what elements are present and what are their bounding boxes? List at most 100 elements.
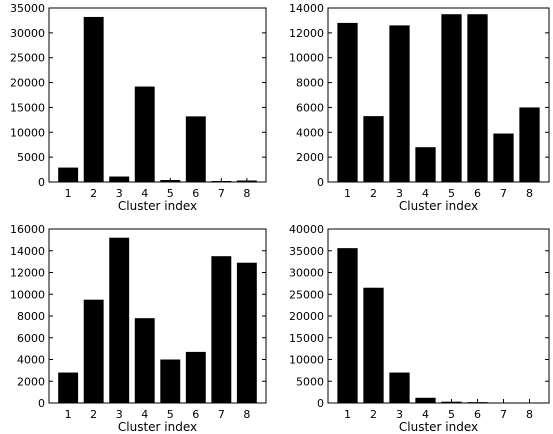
x-tick-label: 4	[141, 187, 148, 200]
bar-cluster-4	[134, 86, 155, 182]
axes-frame	[48, 7, 267, 183]
x-tick-label: 1	[65, 408, 72, 421]
y-tick-label: 8000	[296, 77, 324, 90]
x-tick-label: 5	[167, 408, 174, 421]
x-tick-label: 2	[90, 187, 97, 200]
bar-cluster-7	[211, 256, 232, 403]
y-tick-label: 5000	[17, 151, 45, 164]
chart-panel-4: 0 5000 10000 15000 20000 25000 30000 35000 40000…	[289, 223, 550, 434]
y-tick-label: 20000	[289, 310, 324, 323]
x-tick-label: 3	[116, 187, 123, 200]
y-tick-label: 12000	[10, 267, 45, 280]
y-tick-label: 0	[317, 397, 324, 410]
bar-cluster-3	[109, 237, 130, 403]
y-tick-label: 15000	[289, 332, 324, 345]
y-tick-label: 8000	[17, 310, 45, 323]
x-tick-label: 1	[344, 408, 351, 421]
y-tick-label: 35000	[289, 245, 324, 258]
bar-cluster-5	[441, 14, 462, 182]
x-tick-label: 3	[396, 408, 403, 421]
chart-panel-2: 0 2000 4000 6000 8000 10000 12000 14000 1 2 3 4 5 6 7 8…	[289, 2, 550, 213]
x-tick-label: 8	[243, 408, 250, 421]
bar-cluster-2	[363, 287, 384, 403]
y-tick-label: 10000	[10, 126, 45, 139]
y-tick-label: 40000	[289, 223, 324, 236]
axes-frame	[327, 7, 550, 183]
y-tick-label: 0	[317, 176, 324, 189]
bar-cluster-2	[83, 16, 104, 183]
bar-cluster-5	[160, 359, 181, 403]
y-tick-label: 15000	[10, 101, 45, 114]
y-tick-label: 14000	[289, 2, 324, 15]
bar-cluster-3	[389, 25, 410, 183]
y-tick-label: 16000	[10, 223, 45, 236]
y-tick-label: 14000	[10, 245, 45, 258]
bar-cluster-1	[337, 22, 358, 182]
bar-cluster-2	[83, 299, 104, 403]
y-tick-label: 6000	[296, 101, 324, 114]
x-tick-label: 3	[116, 408, 123, 421]
x-tick-label: 1	[65, 187, 72, 200]
x-tick-label: 2	[90, 408, 97, 421]
y-tick-label: 0	[38, 397, 45, 410]
chart-panel-1: 0 5000 10000 15000 20000 25000 30000 35000 1 2 3 4 5…	[10, 2, 267, 213]
y-tick-label: 5000	[296, 375, 324, 388]
bar-cluster-1	[58, 167, 79, 182]
bar-cluster-3	[389, 372, 410, 403]
x-tick-label: 2	[370, 408, 377, 421]
bar-cluster-6	[185, 116, 206, 182]
chart-panel-3: 0 2000 4000 6000 8000 10000 12000 14000 16000 1 2 3…	[10, 223, 267, 434]
y-tick-label: 12000	[289, 27, 324, 40]
y-tick-label: 4000	[17, 354, 45, 367]
x-tick-label: 5	[448, 187, 455, 200]
bar-cluster-4	[415, 147, 436, 182]
x-tick-label: 6	[192, 408, 199, 421]
x-tick-label: 5	[167, 187, 174, 200]
x-axis-label: Cluster index	[118, 420, 197, 434]
x-tick-label: 8	[526, 187, 533, 200]
axes-frame	[327, 228, 550, 404]
x-tick-label: 6	[474, 408, 481, 421]
y-tick-label: 35000	[10, 2, 45, 15]
y-tick-label: 2000	[296, 151, 324, 164]
x-tick-label: 8	[526, 408, 533, 421]
y-tick-label: 25000	[10, 52, 45, 65]
x-tick-label: 3	[396, 187, 403, 200]
x-tick-label: 2	[370, 187, 377, 200]
y-tick-label: 30000	[289, 267, 324, 280]
axes-frame	[48, 228, 267, 404]
bar-cluster-6	[185, 351, 206, 403]
x-tick-label: 4	[422, 408, 429, 421]
x-axis-label: Cluster index	[399, 199, 478, 213]
x-tick-label: 7	[500, 187, 507, 200]
x-tick-label: 5	[448, 408, 455, 421]
bar-cluster-7	[493, 133, 514, 182]
y-tick-label: 4000	[296, 126, 324, 139]
bar-cluster-6	[467, 14, 488, 182]
x-tick-label: 8	[243, 187, 250, 200]
bar-cluster-4	[134, 318, 155, 403]
x-tick-label: 4	[422, 187, 429, 200]
x-axis-label: Cluster index	[399, 420, 478, 434]
y-tick-label: 10000	[10, 288, 45, 301]
y-tick-label: 25000	[289, 288, 324, 301]
bar-cluster-2	[363, 116, 384, 182]
y-tick-label: 30000	[10, 27, 45, 40]
y-tick-label: 2000	[17, 375, 45, 388]
x-tick-label: 6	[192, 187, 199, 200]
bar-cluster-8	[236, 262, 257, 403]
y-tick-label: 20000	[10, 77, 45, 90]
x-tick-label: 1	[344, 187, 351, 200]
x-tick-label: 6	[474, 187, 481, 200]
bar-cluster-1	[58, 372, 79, 403]
y-tick-label: 10000	[289, 354, 324, 367]
y-tick-label: 0	[38, 176, 45, 189]
x-axis-label: Cluster index	[118, 199, 197, 213]
x-tick-label: 4	[141, 408, 148, 421]
x-tick-label: 7	[218, 187, 225, 200]
x-tick-label: 7	[500, 408, 507, 421]
bar-cluster-8	[519, 107, 540, 182]
x-tick-label: 7	[218, 408, 225, 421]
y-tick-label: 10000	[289, 52, 324, 65]
